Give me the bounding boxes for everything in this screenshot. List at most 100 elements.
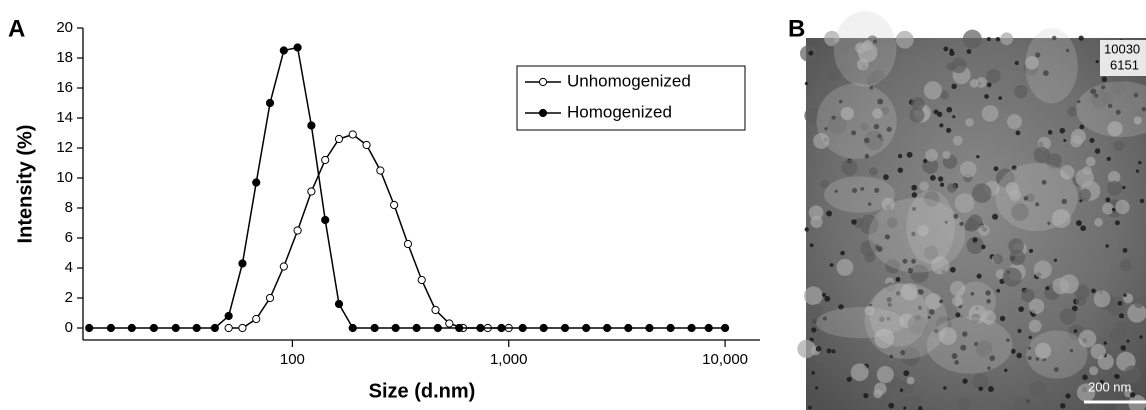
- light-patch: [868, 197, 966, 273]
- particle: [1051, 35, 1057, 41]
- particle: [992, 213, 999, 220]
- particle: [1101, 76, 1108, 83]
- particle: [929, 174, 936, 181]
- particle: [1117, 301, 1123, 306]
- particle: [978, 386, 984, 392]
- data-point: [645, 323, 654, 333]
- data-point: [412, 323, 421, 333]
- particle: [1119, 259, 1132, 272]
- y-tick-label: 10: [56, 169, 73, 186]
- particle: [829, 263, 834, 267]
- particle: [976, 154, 980, 159]
- y-tick-label: 12: [56, 139, 73, 156]
- particle: [923, 81, 943, 100]
- data-point: [476, 323, 485, 333]
- data-point: [403, 239, 413, 249]
- particle: [1060, 402, 1066, 409]
- legend-marker: [538, 108, 548, 118]
- particle: [952, 135, 963, 146]
- particle: [939, 182, 945, 187]
- data-point: [293, 226, 302, 235]
- particle: [899, 388, 904, 392]
- light-patch: [955, 281, 997, 321]
- particle: [1009, 249, 1026, 266]
- particle: [1035, 52, 1041, 58]
- particle: [808, 205, 824, 221]
- particle: [919, 181, 929, 191]
- particle: [978, 224, 990, 236]
- particle: [887, 302, 892, 307]
- particle: [923, 190, 940, 207]
- particle: [989, 355, 996, 362]
- data-point: [518, 323, 527, 333]
- data-point: [293, 43, 302, 52]
- particle: [1025, 193, 1035, 203]
- particle: [1085, 156, 1096, 167]
- particle: [1028, 319, 1042, 333]
- particle: [1079, 124, 1085, 130]
- particle: [1071, 305, 1078, 312]
- particle: [1115, 199, 1130, 215]
- particle: [1045, 286, 1050, 291]
- particle: [804, 81, 809, 86]
- particle: [814, 355, 823, 364]
- particle: [1139, 198, 1145, 204]
- particle: [943, 46, 949, 52]
- particle: [1011, 165, 1017, 171]
- particle: [970, 291, 975, 296]
- y-axis-label: Intensity (%): [14, 125, 36, 244]
- data-point: [431, 305, 440, 315]
- particle: [886, 217, 898, 229]
- particle: [811, 371, 815, 375]
- particle: [864, 153, 870, 159]
- data-point: [370, 323, 379, 333]
- particle: [1090, 88, 1097, 95]
- data-point: [720, 323, 730, 333]
- particle: [1063, 138, 1067, 142]
- particle: [1027, 355, 1032, 360]
- y-tick-label: 6: [65, 229, 73, 246]
- particle: [1025, 56, 1039, 70]
- particle: [1065, 48, 1070, 53]
- particle: [1133, 297, 1145, 309]
- particle: [953, 213, 959, 219]
- particle: [1014, 84, 1028, 99]
- particle: [910, 264, 929, 284]
- particle: [838, 304, 844, 310]
- data-point: [560, 323, 570, 333]
- particle: [1060, 165, 1075, 180]
- particle: [884, 234, 890, 240]
- data-point: [455, 323, 464, 333]
- light-patch: [816, 83, 897, 159]
- corner-text: 6151: [1110, 57, 1139, 72]
- light-patch: [906, 190, 955, 264]
- particle: [851, 130, 857, 136]
- particle: [999, 315, 1006, 322]
- particle: [1126, 339, 1130, 343]
- particle: [855, 42, 866, 54]
- particle: [1106, 296, 1126, 316]
- particle: [1113, 140, 1125, 151]
- particle: [972, 373, 989, 390]
- particle: [804, 227, 809, 232]
- particle: [874, 187, 880, 193]
- particle: [1053, 367, 1059, 372]
- particle: [993, 166, 999, 172]
- particle: [918, 406, 923, 410]
- particle: [874, 328, 895, 349]
- particle: [1047, 130, 1053, 135]
- particle: [911, 184, 918, 191]
- particle: [900, 283, 919, 301]
- x-axis-label: Size (d.nm): [369, 380, 476, 402]
- particle: [1015, 130, 1021, 136]
- particle: [885, 282, 896, 293]
- particle: [1013, 396, 1032, 410]
- particle: [1035, 202, 1040, 207]
- particle: [1075, 295, 1087, 307]
- particle: [1110, 78, 1127, 95]
- light-patch: [833, 11, 897, 87]
- y-tick-label: 4: [65, 259, 73, 276]
- particle: [873, 123, 880, 130]
- particle: [959, 160, 977, 178]
- particle: [1078, 35, 1084, 41]
